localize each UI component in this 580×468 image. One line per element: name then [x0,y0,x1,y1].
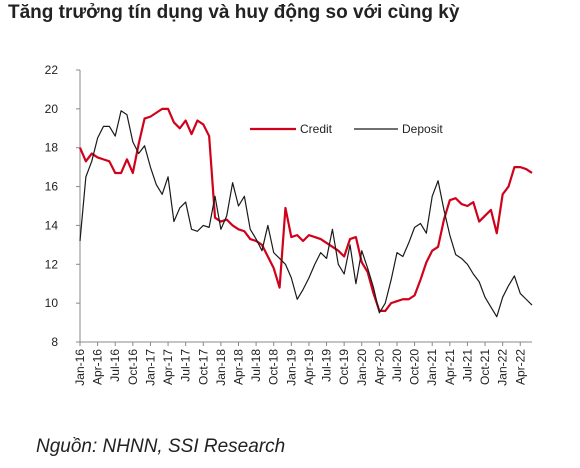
x-tick-label: Jan-20 [355,349,369,386]
x-tick-label: Apr-20 [372,349,386,385]
legend: Credit Deposit [250,122,443,136]
x-tick-label: Oct-16 [126,349,140,385]
x-tick-label: Apr-21 [443,349,457,385]
x-tick-label: Jan-16 [73,349,87,386]
x-tick-label: Jul-16 [108,349,122,382]
x-tick-label: Apr-19 [302,349,316,385]
x-tick-label: Jul-20 [390,349,404,382]
x-tick-label: Oct-21 [478,349,492,385]
x-tick-label: Apr-16 [91,349,105,385]
source-note: Nguồn: NHNN, SSI Research [36,436,286,457]
x-tick-label: Jul-19 [320,349,334,382]
x-tick-label: Oct-18 [267,349,281,385]
y-tick-label: 14 [45,218,59,232]
series-group [78,107,533,318]
x-tick-label: Jan-19 [284,349,298,386]
x-tick-label: Oct-20 [408,349,422,385]
x-tick-label: Jul-17 [179,349,193,382]
x-tick-label: Apr-18 [231,349,245,385]
x-tick-label: Jul-21 [460,349,474,382]
x-tick-label: Apr-22 [513,349,527,385]
x-tick-label: Jan-22 [496,349,510,386]
x-tick-label: Apr-17 [161,349,175,385]
series-line-deposit [79,110,533,318]
x-tick-label: Jan-17 [143,349,157,386]
y-tick-label: 8 [51,335,58,349]
y-tick-label: 16 [45,180,59,194]
x-tick-label: Jul-18 [249,349,263,382]
x-tick-label: Jan-18 [214,349,228,386]
series-line-credit [78,107,533,313]
legend-label-credit: Credit [300,122,333,136]
y-tick-label: 20 [45,102,59,116]
y-tick-label: 10 [45,296,59,310]
x-tick-group: Jan-16 Apr-16 Jul-16 Oct-16 Jan-17 Apr-17 Jul-… [73,342,527,386]
legend-label-deposit: Deposit [402,122,443,136]
y-tick-label: 12 [45,257,59,271]
y-tick-label: 18 [45,141,59,155]
x-tick-label: Oct-19 [337,349,351,385]
x-tick-label: Oct-17 [196,349,210,385]
y-tick-group: 8 10 12 14 16 18 20 22 [45,63,80,349]
y-tick-label: 22 [45,63,59,77]
x-tick-label: Jan-21 [425,349,439,386]
chart-title: Tăng trưởng tín dụng và huy động so với … [8,2,460,23]
